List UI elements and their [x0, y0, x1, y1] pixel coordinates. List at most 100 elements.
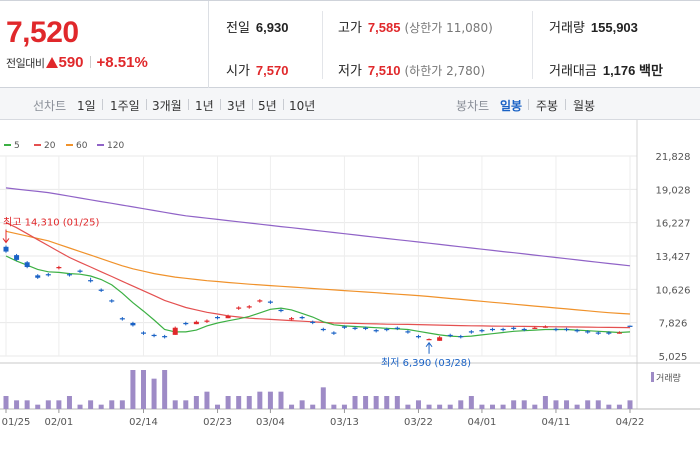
volume-bar	[310, 404, 316, 409]
candle-body	[172, 327, 178, 335]
period-10y[interactable]: 10년	[289, 99, 316, 113]
volume-bar	[564, 400, 570, 409]
volume-bar	[225, 396, 231, 409]
legend-label-ma5: 5	[14, 141, 20, 151]
y-tick-label: 16,227	[656, 219, 691, 230]
x-tick-label: 02/14	[129, 417, 158, 428]
stock-chart[interactable]: 5 20 60 120 21,828 19,028 16,227 13,427 10,626 7…	[0, 120, 700, 450]
volume-bar	[532, 404, 538, 409]
candle-body	[98, 289, 104, 291]
open-value: 7,570	[255, 63, 289, 78]
volume-bar	[162, 370, 168, 409]
candle-body	[225, 315, 231, 319]
volume-bar	[468, 396, 474, 409]
up-arrow-icon	[46, 57, 59, 68]
open-label: 시가	[226, 64, 250, 79]
candle-body	[109, 300, 115, 302]
high-price: 고가 7,585 (상한가 11,080)	[338, 17, 493, 36]
period-daily[interactable]: 일봉	[500, 99, 523, 113]
candle-body	[310, 321, 316, 323]
candle-body	[405, 331, 411, 333]
candle-body	[77, 270, 83, 272]
prev-close-value: 6,930	[255, 20, 289, 35]
x-tick-label: 04/01	[468, 417, 497, 428]
volume-bar	[289, 404, 295, 409]
volume-bar	[3, 396, 9, 409]
x-tick-label: 02/23	[203, 417, 232, 428]
volume-legend-label: 거래량	[656, 372, 681, 384]
min-arrow-icon	[425, 341, 433, 354]
candle-body	[363, 327, 369, 329]
candle-body	[257, 300, 263, 302]
period-3m[interactable]: 3개월	[152, 99, 182, 113]
trade-amount: 거래대금 1,176 백만	[549, 60, 663, 79]
volume-bar	[119, 400, 125, 409]
volume-bar	[109, 400, 115, 409]
low-value: 7,510	[367, 63, 401, 78]
volume-bar	[352, 396, 358, 409]
divider	[102, 99, 103, 110]
x-tick-label: 04/11	[542, 417, 571, 428]
volume-bar	[415, 400, 421, 409]
candle-body	[299, 317, 305, 319]
y-tick-label: 10,626	[656, 285, 691, 296]
min-price-annotation: 최저 6,390 (03/28)	[381, 357, 471, 369]
candle-body	[447, 334, 453, 337]
volume-bar	[172, 400, 178, 409]
divider	[283, 99, 284, 110]
divider	[89, 56, 91, 68]
period-5y[interactable]: 5년	[258, 99, 277, 113]
divider	[252, 99, 253, 110]
volume-bar	[405, 404, 411, 409]
candle-body	[585, 331, 591, 333]
candle-body	[564, 328, 570, 331]
volume-bar	[447, 404, 453, 409]
y-tick-label: 13,427	[656, 252, 691, 263]
volume-bar	[384, 396, 390, 409]
candle-body	[627, 325, 633, 327]
period-1d[interactable]: 1일	[77, 99, 96, 113]
candle-body	[35, 275, 41, 278]
divider	[220, 99, 221, 110]
candle-body	[45, 274, 51, 276]
divider	[146, 99, 147, 110]
y-axis: 21,828 19,028 16,227 13,427 10,626 7,826 5,025	[656, 152, 691, 363]
period-3y[interactable]: 3년	[227, 99, 246, 113]
volume-bar	[479, 404, 485, 409]
candle-body	[542, 326, 548, 328]
period-weekly[interactable]: 주봉	[536, 99, 559, 113]
volume-legend-swatch	[651, 372, 654, 382]
x-tick-label: 02/01	[44, 417, 73, 428]
candle-body	[193, 321, 199, 325]
volume-bar	[490, 404, 496, 409]
period-monthly[interactable]: 월봉	[573, 99, 596, 113]
volume-bars: 거래량	[3, 370, 681, 409]
candle-body	[267, 301, 273, 303]
candle-body	[24, 262, 30, 268]
candle-body	[468, 331, 474, 333]
y-tick-label: 5,025	[659, 352, 688, 363]
divider	[322, 11, 323, 79]
candle-body	[521, 328, 527, 331]
high-label: 고가	[338, 21, 362, 36]
max-price-annotation: 최고 14,310 (01/25)	[3, 216, 99, 228]
divider	[532, 11, 533, 79]
candle-body	[500, 328, 506, 331]
amount-value: 1,176 백만	[602, 63, 663, 78]
divider	[188, 99, 189, 110]
candle-chart-label: 봉차트	[456, 99, 490, 113]
price-box: 7,520 전일대비 590 +8.51%	[0, 1, 209, 88]
candle-body	[130, 322, 136, 326]
volume-bar	[299, 400, 305, 409]
candle-body	[162, 336, 168, 338]
x-tick-label: 04/22	[616, 417, 645, 428]
low-price: 저가 7,510 (하한가 2,780)	[338, 60, 485, 79]
candle-body	[56, 267, 62, 269]
lower-limit: (하한가 2,780)	[404, 64, 486, 78]
legend-label-ma60: 60	[76, 141, 88, 151]
candle-body	[352, 327, 358, 329]
period-1y[interactable]: 1년	[195, 99, 214, 113]
period-1w[interactable]: 1주일	[110, 99, 140, 113]
volume-bar	[14, 400, 20, 409]
volume-bar	[542, 396, 548, 409]
